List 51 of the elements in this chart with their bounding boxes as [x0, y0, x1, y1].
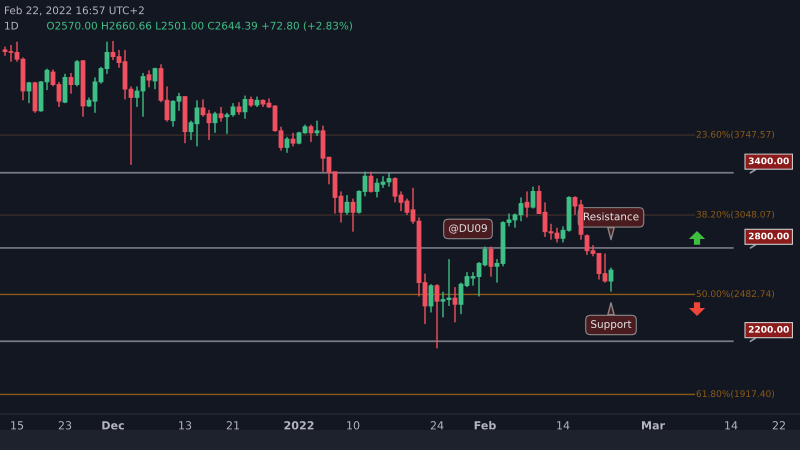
candlestick: [248, 96, 254, 108]
ref-line-label: 3400.00: [748, 157, 789, 164]
ref-line-label: 2800.00: [748, 232, 789, 240]
candlestick: [74, 59, 80, 88]
candlestick: [68, 72, 74, 94]
candlestick: [608, 266, 614, 292]
ref-line-label: 23.60%(3747.57): [696, 130, 774, 139]
ref-line-label: 50.00%(2482.74): [696, 290, 774, 298]
candlestick: [344, 194, 350, 216]
candlestick: [314, 120, 320, 137]
candlestick: [290, 132, 296, 148]
ref-line-label: 2200.00: [748, 326, 789, 333]
candlestick: [524, 190, 530, 218]
candlestick: [428, 283, 434, 314]
candlestick: [530, 186, 536, 210]
x-tick-label: 22: [772, 421, 785, 430]
candlestick: [242, 94, 248, 120]
x-tick-label: 24: [430, 421, 444, 430]
candlestick: [350, 198, 356, 232]
annotation: Resistance: [584, 212, 639, 220]
x-tick-label: Dec: [102, 421, 124, 430]
ref-line-label: 38.20%(3048.07): [696, 210, 774, 219]
candlestick: [26, 81, 32, 104]
x-tick-label: Mar: [642, 421, 665, 430]
x-tick-label: Feb: [474, 420, 496, 430]
x-tick-label: 2022: [284, 421, 314, 430]
candlestick: [212, 111, 218, 134]
x-tick-label: 14: [725, 421, 738, 430]
x-tick-label: 21: [226, 421, 240, 430]
candlestick: [368, 170, 374, 194]
candlestick: [284, 136, 290, 154]
annotation: Feb 22, 2022 16:57 UTC+2: [5, 6, 144, 16]
candlestick: [146, 70, 152, 88]
candlestick: [434, 283, 440, 350]
x-tick-label: 14: [557, 421, 570, 430]
candlestick: [452, 286, 458, 324]
candlestick: [308, 124, 314, 143]
annotation: O2570.00 H2660.66 L2501.00 C2644.39 +72.80 (+2.83%): [46, 22, 352, 31]
x-tick-label: 13: [179, 421, 192, 430]
x-tick-label: 10: [347, 421, 360, 430]
x-tick-label: 15: [11, 421, 24, 430]
candlestick: [218, 106, 224, 122]
candlestick: [236, 102, 242, 116]
x-tick-label: 23: [58, 421, 72, 430]
annotation: Support: [591, 320, 632, 330]
ref-line-label: 61.80%(1917.40): [696, 390, 774, 398]
candlestick: [488, 246, 494, 278]
annotation: @DU09: [449, 224, 487, 234]
candlestick: [254, 96, 260, 108]
candlestick: [152, 67, 158, 90]
annotation: 1D: [5, 22, 18, 30]
